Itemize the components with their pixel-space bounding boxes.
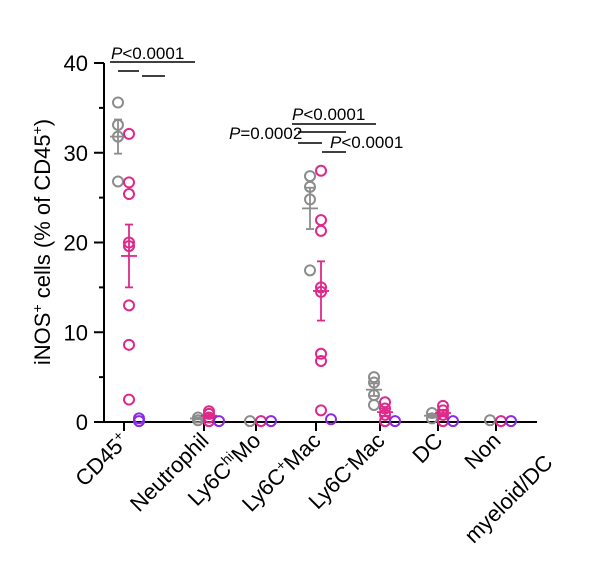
data-point — [389, 415, 401, 428]
y-tick-label: 30 — [64, 141, 88, 166]
series-0 — [110, 96, 496, 428]
data-point — [112, 118, 124, 131]
data-point — [368, 398, 380, 411]
series-1 — [121, 127, 507, 428]
data-point — [123, 176, 135, 189]
data-point — [315, 285, 327, 298]
data-point — [203, 407, 215, 420]
data-point — [123, 393, 135, 406]
data-point — [315, 281, 327, 294]
significance-annotations: P<0.0001 P<0.0001 P=0.0002 P<0.0001 — [110, 44, 403, 153]
series-2 — [133, 412, 517, 428]
data-point — [265, 415, 277, 428]
data-point — [213, 415, 225, 428]
data-point — [437, 399, 449, 412]
y-tick-label: 10 — [64, 320, 88, 345]
data-point — [304, 193, 316, 206]
data-point — [315, 347, 327, 360]
data-point — [123, 236, 135, 249]
data-point — [315, 214, 327, 227]
data-point — [437, 408, 449, 421]
data-point — [426, 412, 438, 425]
data-point — [315, 404, 327, 417]
data-point — [123, 338, 135, 351]
y-axis-label: iNOS+ cells (% of CD45+) — [29, 119, 55, 365]
data-point — [379, 408, 391, 421]
x-tick-label: Non — [459, 428, 505, 474]
data-point — [112, 96, 124, 109]
data-point — [203, 411, 215, 424]
data-point — [192, 414, 204, 427]
data-point — [304, 170, 316, 183]
y-tick-label: 40 — [64, 51, 88, 76]
ly6c-top-p-label: P<0.0001 — [292, 105, 365, 124]
data-point — [447, 415, 459, 428]
data-point — [325, 413, 337, 426]
data-point — [484, 414, 496, 427]
data-marks — [110, 96, 517, 428]
cd45-p-label: P<0.0001 — [111, 44, 184, 63]
ly6c-right-p-label: P<0.0001 — [330, 133, 403, 152]
data-point — [368, 371, 380, 384]
data-point — [379, 396, 391, 409]
data-point — [123, 188, 135, 201]
data-point — [304, 264, 316, 277]
data-point — [123, 240, 135, 253]
x-tick-label: CD45+ — [70, 427, 134, 491]
data-point — [123, 299, 135, 312]
y-tick-label: 0 — [76, 410, 88, 435]
data-point — [123, 127, 135, 140]
data-point — [505, 415, 517, 428]
y-tick-label: 20 — [64, 231, 88, 256]
data-point — [304, 180, 316, 193]
data-point — [133, 415, 145, 428]
data-point — [368, 376, 380, 389]
data-point — [112, 130, 124, 143]
data-point — [315, 354, 327, 367]
data-point — [112, 175, 124, 188]
x-tick-label: DC — [407, 428, 447, 468]
ly6c-left-p-label: P=0.0002 — [229, 124, 302, 143]
data-point — [315, 164, 327, 177]
data-point — [379, 402, 391, 415]
data-point — [315, 224, 327, 237]
